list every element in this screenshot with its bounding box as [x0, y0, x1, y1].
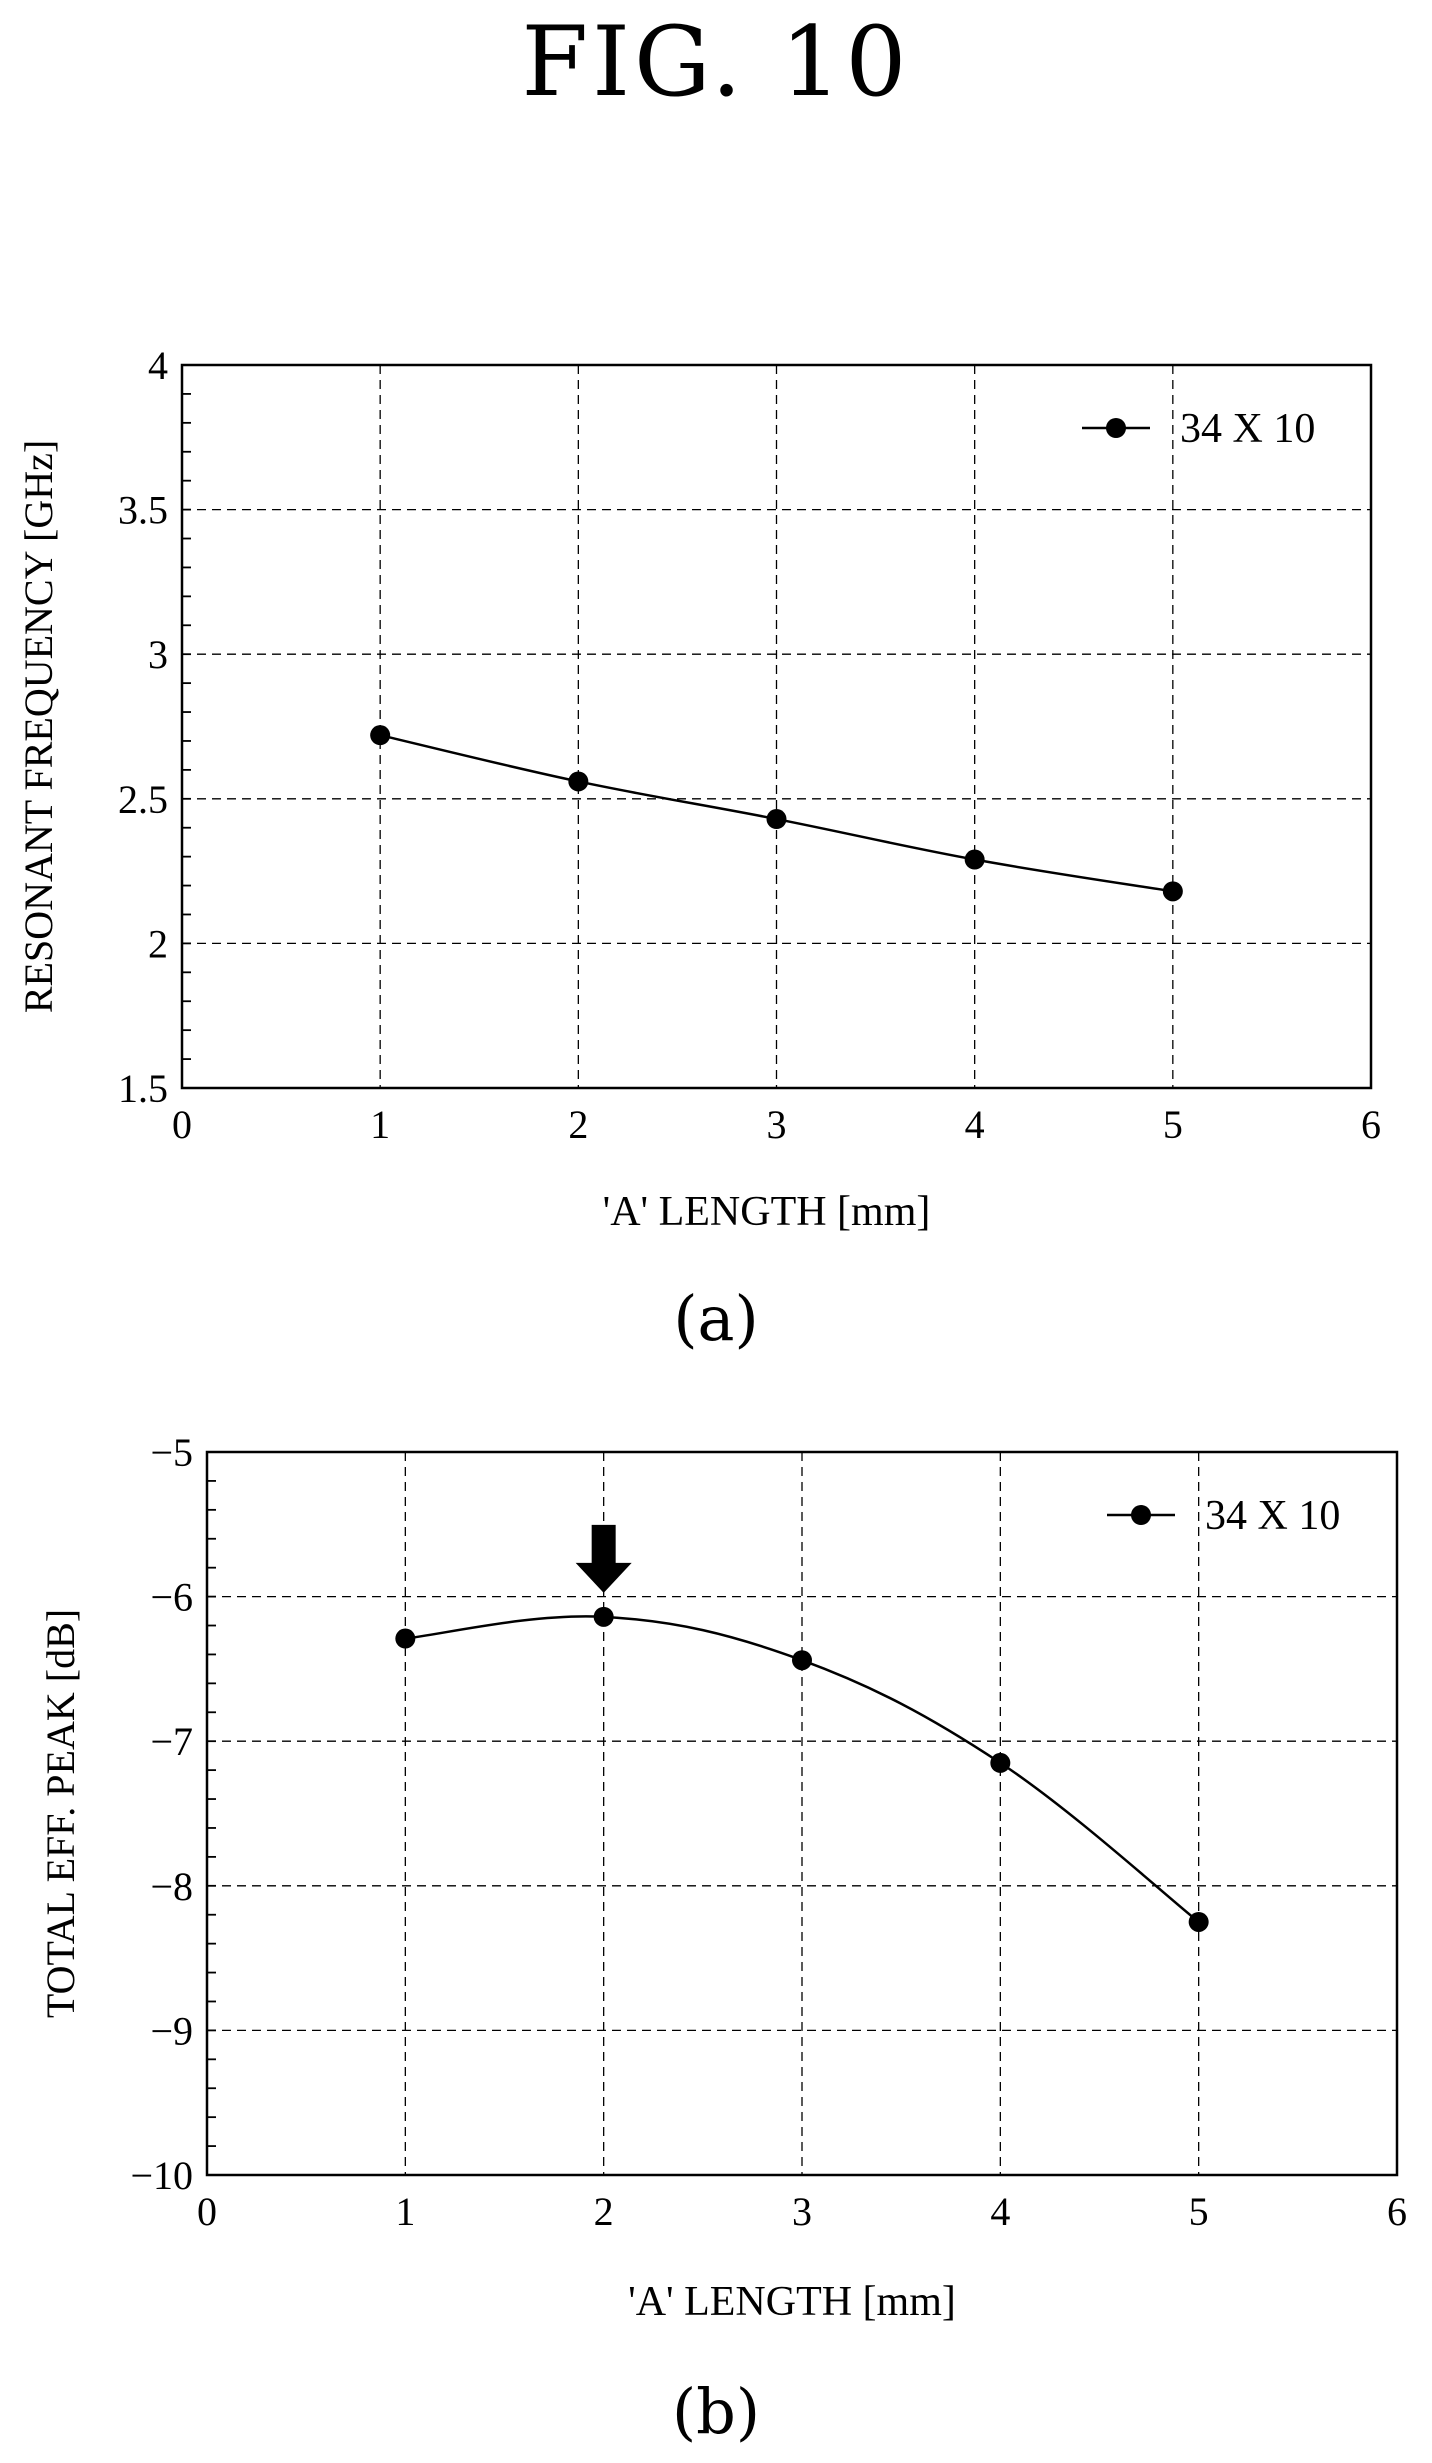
chart-a-legend-marker — [1106, 418, 1126, 438]
chart-a-y-tick-label: 1.5 — [118, 1066, 168, 1111]
chart-a-x-tick-label: 5 — [1163, 1102, 1183, 1147]
panel-label-a: (a) — [673, 1282, 759, 1355]
chart-a-x-tick-label: 1 — [370, 1102, 390, 1147]
chart-a-y-tick-label: 3 — [148, 632, 168, 677]
chart-b-x-axis-label: 'A' LENGTH [mm] — [628, 2279, 956, 2325]
chart-b-data-point — [990, 1752, 1011, 1773]
chart-b-y-tick-label: −9 — [150, 2008, 193, 2053]
chart-b-x-tick-label: 6 — [1387, 2189, 1407, 2234]
figure-title: FIG. 10 — [521, 6, 911, 118]
chart-b-y-tick-label: −8 — [150, 1864, 193, 1909]
chart-b-data-point — [1188, 1911, 1209, 1932]
chart-b-y-tick-label: −5 — [150, 1430, 193, 1475]
chart-b-legend-label: 34 X 10 — [1205, 1493, 1340, 1539]
chart-b-data-point — [395, 1628, 416, 1649]
chart-b-x-tick-label: 5 — [1189, 2189, 1209, 2234]
chart-b-legend-marker — [1131, 1505, 1151, 1525]
chart-b-x-tick-label: 0 — [197, 2189, 217, 2234]
chart-a-legend-label: 34 X 10 — [1180, 406, 1315, 452]
chart-a-y-tick-label: 2.5 — [118, 777, 168, 822]
chart-b-x-tick-label: 1 — [395, 2189, 415, 2234]
chart-a-data-point — [964, 849, 985, 870]
chart-b-x-tick-label: 3 — [792, 2189, 812, 2234]
chart-b-down-arrow-icon — [575, 1524, 632, 1593]
chart-a-data-point — [370, 725, 391, 746]
chart-a-data-point — [1162, 881, 1183, 902]
chart-a-x-tick-label: 6 — [1361, 1102, 1381, 1147]
chart-b-data-point — [593, 1606, 614, 1627]
chart-a-y-tick-label: 4 — [148, 343, 168, 388]
chart-b-plot-frame — [205, 1450, 1399, 2177]
chart-a-x-tick-label: 2 — [568, 1102, 588, 1147]
chart-a-data-point — [568, 771, 589, 792]
chart-b-data-point — [792, 1650, 812, 1671]
chart-b-y-tick-label: −10 — [130, 2153, 193, 2198]
chart-a-y-tick-label: 3.5 — [118, 488, 168, 533]
chart-a-resonant-frequency: 0 1 2 3 4 5 6 1.5 2 2.5 3 3.5 4 'A' LENGTH [mm] RESONA… — [16, 343, 1381, 1235]
chart-b-x-tick-label: 4 — [990, 2189, 1010, 2234]
chart-b-series-line — [405, 1615, 1200, 1923]
chart-a-y-tick-label: 2 — [148, 921, 168, 966]
chart-a-x-tick-label: 0 — [172, 1102, 192, 1147]
chart-a-plot-frame — [180, 363, 1373, 1090]
chart-a-x-axis-label: 'A' LENGTH [mm] — [603, 1189, 931, 1235]
chart-a-y-axis-label: RESONANT FREQUENCY [GHz] — [16, 440, 61, 1013]
chart-a-x-tick-label: 3 — [767, 1102, 787, 1147]
chart-b-y-tick-label: −7 — [150, 1719, 193, 1764]
chart-a-data-point — [766, 809, 787, 830]
chart-a-x-tick-label: 4 — [965, 1102, 985, 1147]
chart-b-y-tick-label: −6 — [150, 1575, 193, 1620]
panel-label-b: (b) — [671, 2375, 761, 2448]
chart-b-y-axis-label: TOTAL EFF. PEAK [dB] — [38, 1609, 83, 2018]
chart-b-x-tick-label: 2 — [594, 2189, 614, 2234]
